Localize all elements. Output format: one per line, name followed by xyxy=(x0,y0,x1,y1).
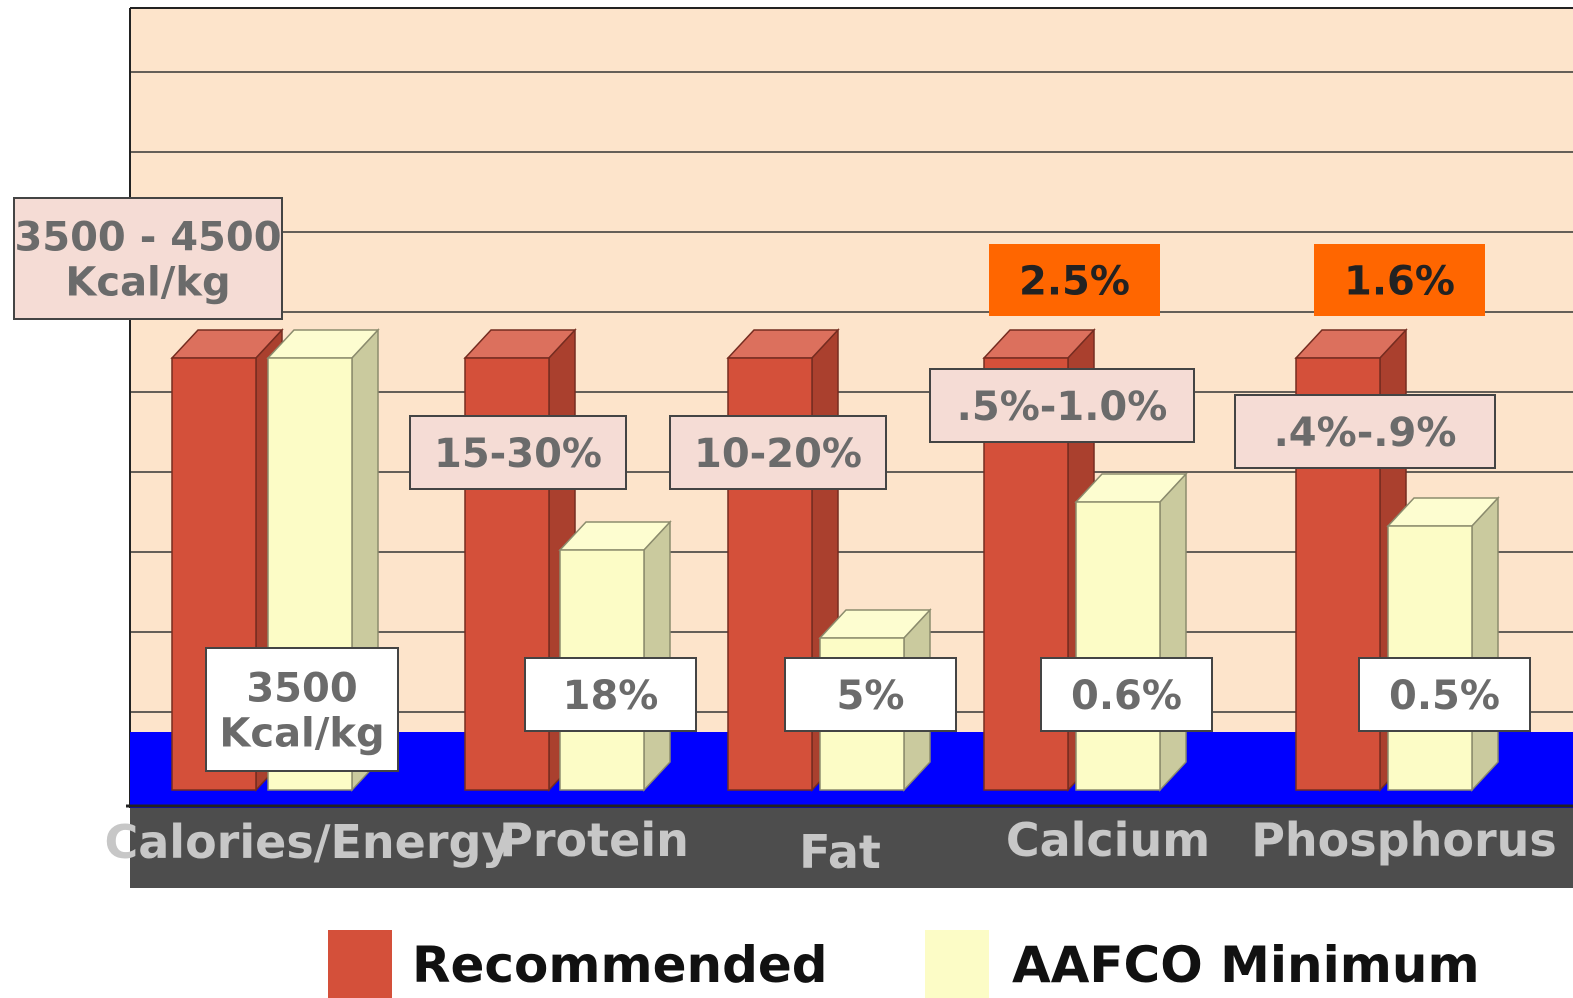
aafco-minimum-label: 0.5% xyxy=(1358,657,1531,732)
legend-label-minimum: AAFCO Minimum xyxy=(1012,936,1480,994)
maximum-label-box xyxy=(1314,244,1485,316)
maximum-label: 1.6% xyxy=(1314,244,1485,316)
aafco-minimum-label-box xyxy=(1358,657,1531,732)
recommended-range-label: 15-30% xyxy=(409,415,627,490)
aafco-minimum-label-text: 0.5% xyxy=(1389,673,1500,719)
aafco-minimum-label-text: 5% xyxy=(837,673,905,719)
recommended-range-label-box xyxy=(1234,394,1496,469)
bar-aafco-minimum xyxy=(1074,472,1188,792)
legend-label-recommended: Recommended xyxy=(412,936,828,994)
recommended-range-label-text: 3500 - 4500 xyxy=(14,215,281,261)
aafco-minimum-label-text: Kcal/kg xyxy=(219,710,384,756)
maximum-label-text: 1.6% xyxy=(1344,258,1455,304)
aafco-minimum-label-text: 18% xyxy=(563,673,659,719)
bar-aafco-minimum xyxy=(1386,496,1500,792)
recommended-range-label-text: .5%-1.0% xyxy=(957,384,1168,430)
aafco-minimum-label-text: 3500 xyxy=(246,666,357,712)
category-label: Phosphorus xyxy=(1251,813,1557,867)
aafco-minimum-label-box xyxy=(1040,657,1213,732)
legend-swatch-recommended xyxy=(328,930,392,998)
aafco-minimum-label: 0.6% xyxy=(1040,657,1213,732)
aafco-minimum-label-text: 0.6% xyxy=(1071,673,1182,719)
recommended-range-label-box xyxy=(13,197,283,320)
recommended-range-label-text: Kcal/kg xyxy=(65,259,230,305)
bar-aafco-minimum-side xyxy=(1471,496,1499,792)
recommended-range-label: 10-20% xyxy=(669,415,887,490)
recommended-range-label-text: 15-30% xyxy=(434,431,602,477)
recommended-range-label-box xyxy=(929,368,1195,443)
legend-swatch-minimum xyxy=(925,930,989,998)
category-label: Fat xyxy=(799,825,881,879)
bar-aafco-minimum-front xyxy=(1075,501,1161,791)
recommended-range-label-text: 10-20% xyxy=(694,431,862,477)
category-axis-band xyxy=(130,808,1573,888)
category-label: Calories/Energy xyxy=(105,815,512,869)
maximum-label-box xyxy=(989,244,1160,316)
bar-aafco-minimum-side xyxy=(643,520,671,792)
aafco-minimum-label: 18% xyxy=(524,657,697,732)
recommended-range-label-text: .4%-.9% xyxy=(1274,410,1457,456)
category-label: Protein xyxy=(499,813,689,867)
aafco-minimum-label-box xyxy=(205,647,399,772)
maximum-label-text: 2.5% xyxy=(1019,258,1130,304)
aafco-minimum-label-box xyxy=(784,657,957,732)
bar-aafco-minimum-side xyxy=(1159,472,1187,792)
recommended-range-label-box xyxy=(409,415,627,490)
aafco-minimum-label: 5% xyxy=(784,657,957,732)
category-label: Calcium xyxy=(1006,813,1210,867)
legend: Recommended AAFCO Minimum xyxy=(328,930,1480,998)
recommended-range-label: .5%-1.0% xyxy=(929,368,1195,443)
recommended-range-label: .4%-.9% xyxy=(1234,394,1496,469)
maximum-label: 2.5% xyxy=(989,244,1160,316)
bar-aafco-minimum xyxy=(558,520,672,792)
aafco-minimum-label-box xyxy=(524,657,697,732)
recommended-range-label-box xyxy=(669,415,887,490)
